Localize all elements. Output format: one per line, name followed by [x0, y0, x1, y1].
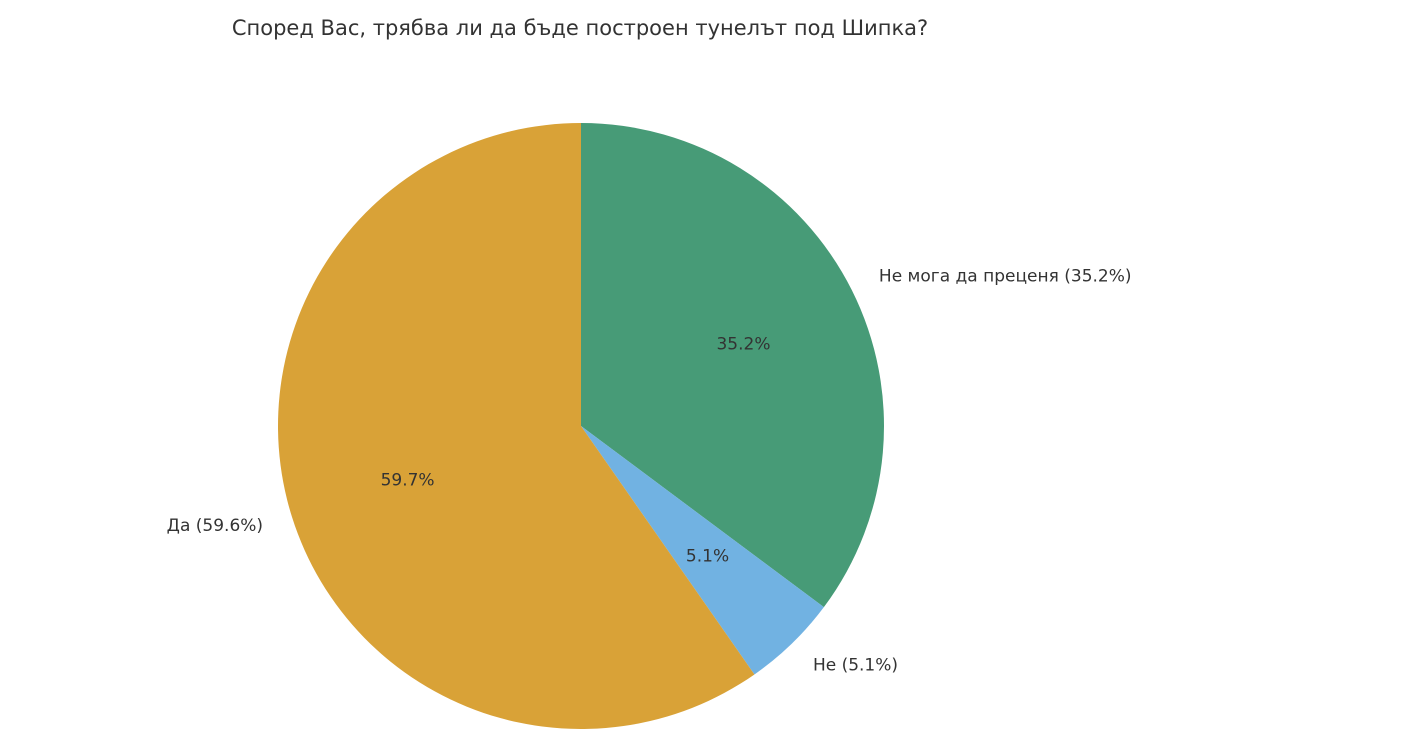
chart-title: Според Вас, трябва ли да бъде построен т… — [232, 16, 928, 40]
category-labels: Не мога да преценя (35.2%) Не (5.1%) Да (5… — [167, 267, 1132, 676]
slice-percentage-label: 5.1% — [686, 547, 729, 567]
pie-slices — [278, 123, 885, 729]
pie-slice-2 — [581, 426, 824, 675]
percentage-labels: 35.2% 5.1% 59.7% — [381, 334, 771, 566]
slice-category-label: Не мога да преценя (35.2%) — [879, 267, 1132, 287]
slice-category-label: Не (5.1%) — [813, 655, 898, 675]
pie-slice-1 — [581, 123, 885, 608]
pie-slice-3 — [278, 123, 755, 729]
slice-category-label: Да (59.6%) — [167, 516, 263, 536]
slice-percentage-label: 59.7% — [381, 471, 435, 491]
slice-percentage-label: 35.2% — [716, 334, 770, 354]
